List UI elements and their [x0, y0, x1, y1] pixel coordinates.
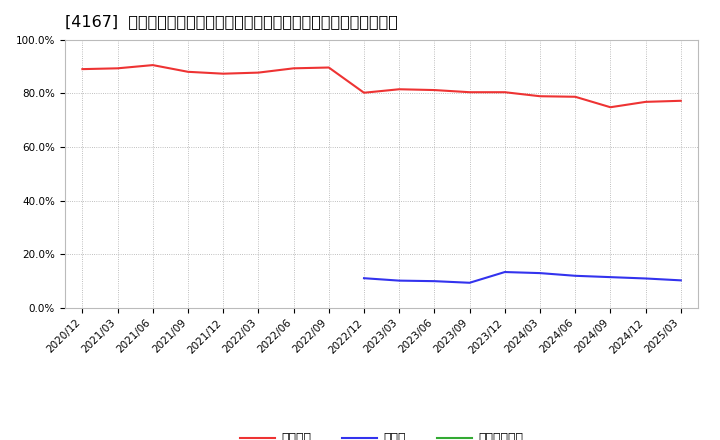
自己資本: [184, 69, 192, 74]
自己資本: [430, 88, 438, 93]
自己資本: [606, 105, 615, 110]
Text: [4167]  自己資本、のれん、繰延税金資産の総資産に対する比率の推移: [4167] 自己資本、のれん、繰延税金資産の総資産に対する比率の推移: [65, 14, 397, 29]
自己資本: [465, 90, 474, 95]
自己資本: [642, 99, 650, 105]
のれん: [360, 275, 369, 281]
のれん: [500, 269, 509, 275]
自己資本: [113, 66, 122, 71]
自己資本: [500, 90, 509, 95]
自己資本: [325, 65, 333, 70]
のれん: [430, 279, 438, 284]
のれん: [465, 280, 474, 286]
自己資本: [360, 90, 369, 95]
のれん: [571, 273, 580, 279]
自己資本: [395, 87, 403, 92]
Line: のれん: のれん: [364, 272, 681, 283]
自己資本: [571, 94, 580, 99]
のれん: [395, 278, 403, 283]
のれん: [642, 276, 650, 281]
自己資本: [148, 62, 157, 68]
自己資本: [78, 66, 86, 72]
のれん: [677, 278, 685, 283]
自己資本: [289, 66, 298, 71]
自己資本: [254, 70, 263, 75]
Legend: 自己資本, のれん, 繰延税金資産: 自己資本, のれん, 繰延税金資産: [235, 427, 528, 440]
のれん: [536, 271, 544, 276]
自己資本: [677, 98, 685, 103]
自己資本: [219, 71, 228, 76]
自己資本: [536, 94, 544, 99]
のれん: [606, 275, 615, 280]
Line: 自己資本: 自己資本: [82, 65, 681, 107]
